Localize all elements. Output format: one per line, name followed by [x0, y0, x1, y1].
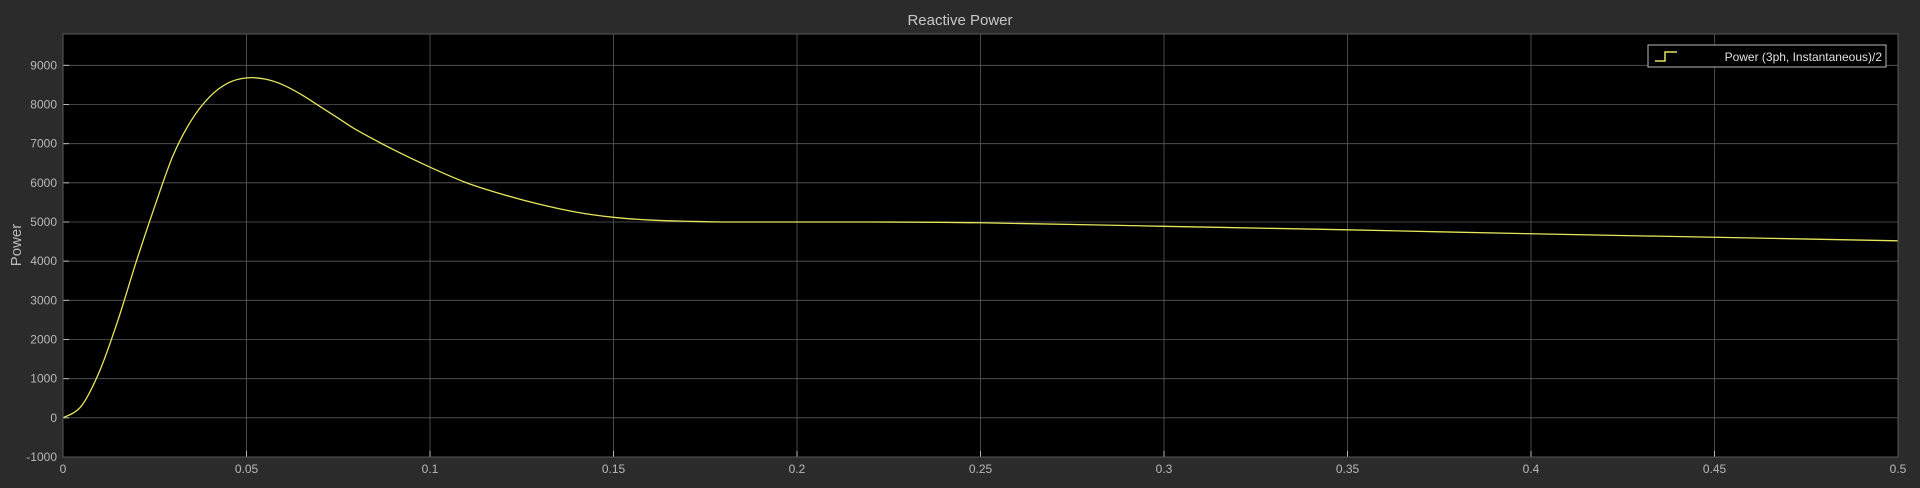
y-tick-label: 4000 — [30, 254, 57, 268]
series-line — [62, 76, 1899, 419]
y-tick-label: 7000 — [30, 137, 57, 151]
chart-title: Reactive Power — [907, 12, 1012, 29]
y-tick-label: 0 — [50, 411, 57, 425]
y-tick-label: 5000 — [30, 215, 57, 229]
axis-ticks: 0 0.05 0.1 0.15 0.2 0.25 0.3 0.35 0.4 0.45 0.5 -100… — [26, 58, 1906, 476]
x-tick-label: 0.35 — [1336, 462, 1360, 476]
x-tick-label: 0.5 — [1890, 462, 1907, 476]
series-layer — [62, 76, 1899, 419]
y-tick-label: 3000 — [30, 293, 57, 307]
legend-swatch-icon — [1655, 51, 1677, 62]
y-tick-label: 1000 — [30, 372, 57, 386]
y-tick-label: 6000 — [30, 176, 57, 190]
x-tick-label: 0.3 — [1156, 462, 1173, 476]
y-tick-label: 9000 — [30, 58, 57, 72]
y-tick-label: 8000 — [30, 98, 57, 112]
x-tick-label: 0.15 — [602, 462, 626, 476]
y-tick-label: 2000 — [30, 333, 57, 347]
y-tick-label: -1000 — [26, 450, 57, 464]
x-tick-label: 0.25 — [969, 462, 993, 476]
x-tick-label: 0.4 — [1523, 462, 1540, 476]
legend-entry-label: Power (3ph, Instantaneous)/2 — [1725, 50, 1883, 64]
x-tick-label: 0.2 — [789, 462, 806, 476]
legend-box — [1647, 44, 1887, 68]
x-tick-label: 0 — [60, 462, 67, 476]
x-tick-label: 0.1 — [422, 462, 439, 476]
plot-frame — [62, 33, 1899, 458]
legend[interactable]: Power (3ph, Instantaneous)/2 — [1647, 44, 1887, 68]
x-tick-label: 0.45 — [1703, 462, 1727, 476]
x-tick-label: 0.05 — [235, 462, 259, 476]
y-axis-label: Power — [8, 224, 25, 267]
